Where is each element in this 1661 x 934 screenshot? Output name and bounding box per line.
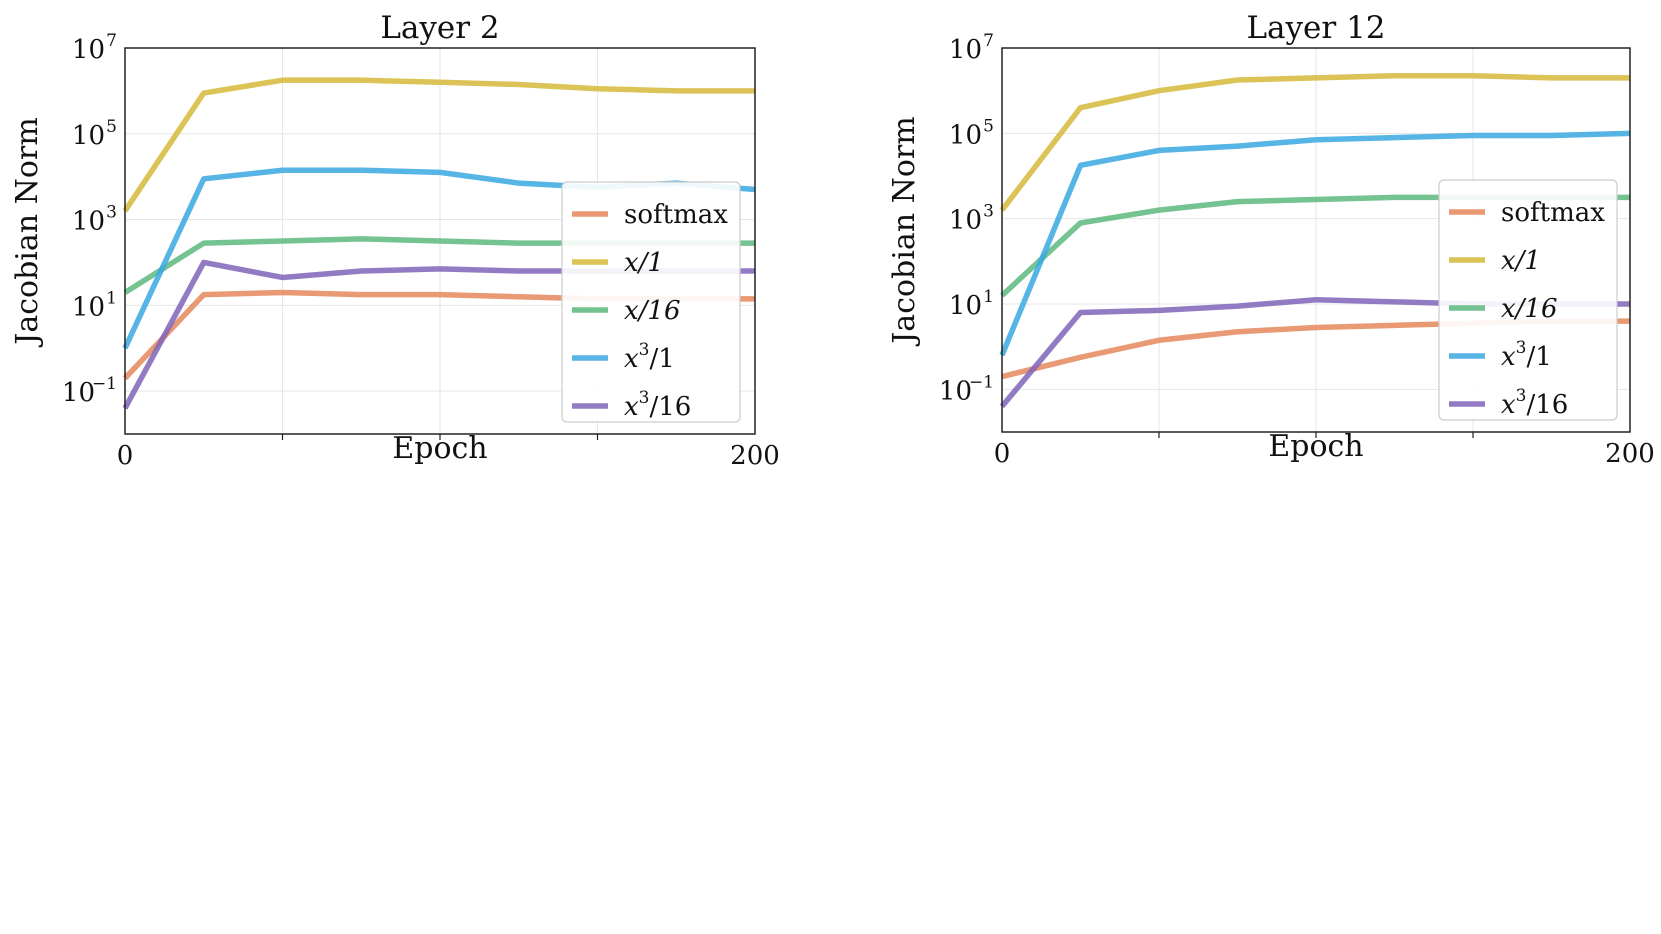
- y-tick-exponent: 5: [106, 117, 117, 137]
- legend-label-sup: 3: [639, 340, 650, 360]
- series-line-x-1: [122, 77, 755, 213]
- y-tick-exponent: 7: [106, 31, 117, 51]
- plot-frame: [1001, 47, 1631, 433]
- series-line-x-3-1: [999, 130, 1631, 357]
- legend-box: [1438, 179, 1618, 421]
- x-axis-label: Epoch: [392, 431, 487, 466]
- legend-label-sup: 3: [1516, 386, 1527, 406]
- legend-label-tail: /16: [1527, 390, 1569, 420]
- x-tick-label: 200: [730, 441, 780, 471]
- x-tick-label: 0: [117, 441, 134, 471]
- legend-entry: softmax: [572, 200, 728, 230]
- x-axis-label: Epoch: [1268, 429, 1363, 464]
- legend-label: softmax: [1501, 198, 1605, 228]
- x-tick-label: 200: [1605, 439, 1655, 469]
- legend-label: x3/16: [624, 388, 691, 422]
- legend-label-base: x: [624, 392, 639, 422]
- y-tick-base: 10: [949, 35, 982, 65]
- y-tick-label: 710: [72, 31, 117, 65]
- y-tick-exponent: 1: [106, 288, 117, 308]
- chart-title: Layer 2: [380, 10, 499, 46]
- legend-label-base: x: [1501, 390, 1516, 420]
- y-tick-label: 510: [72, 117, 117, 151]
- legend-entry: softmax: [1449, 198, 1605, 228]
- legend-label-sup: 3: [1516, 338, 1527, 358]
- y-tick-base: 10: [62, 378, 95, 408]
- y-tick-base: 10: [72, 121, 105, 151]
- y-tick-exponent: −1: [92, 374, 117, 394]
- chart-title: Layer 12: [1246, 10, 1385, 46]
- legend-box: [561, 181, 741, 423]
- legend-entry: x/16: [1449, 294, 1558, 324]
- y-tick-label: −110: [939, 372, 994, 406]
- legend-label: x/16: [624, 296, 681, 326]
- legend-label: x3/1: [624, 340, 675, 374]
- legend-label-base: x: [624, 344, 639, 374]
- legend-entry: x/1: [572, 248, 664, 278]
- y-tick-label: 310: [949, 202, 994, 236]
- y-tick-base: 10: [949, 120, 982, 150]
- y-tick-exponent: 3: [983, 202, 994, 222]
- legend-label: x/16: [1501, 294, 1558, 324]
- y-axis-label: Jacobian Norm: [887, 116, 922, 346]
- legend-entry: x/16: [572, 296, 681, 326]
- legend-label-tail: /1: [1527, 342, 1552, 372]
- y-axis-label: Jacobian Norm: [10, 117, 45, 347]
- legend-entry: x3/1: [1449, 338, 1552, 372]
- legend-label-tail: /1: [650, 344, 675, 374]
- legend-label: x/1: [624, 248, 664, 278]
- y-tick-label: −110: [62, 374, 117, 408]
- y-tick-base: 10: [949, 291, 982, 321]
- y-tick-base: 10: [72, 207, 105, 237]
- plot-frame: [124, 47, 756, 435]
- legend-entry: x/1: [1449, 246, 1541, 276]
- x-tick-label: 0: [994, 439, 1011, 469]
- legend-entry: x3/16: [1449, 386, 1568, 420]
- y-tick-exponent: 5: [983, 116, 994, 136]
- legend-label: x3/16: [1501, 386, 1568, 420]
- y-tick-base: 10: [939, 376, 972, 406]
- legend-label-tail: /16: [650, 392, 692, 422]
- legend-label-sup: 3: [639, 388, 650, 408]
- y-tick-label: 310: [72, 203, 117, 237]
- y-tick-exponent: 1: [983, 287, 994, 307]
- legend-label: x/1: [1501, 246, 1541, 276]
- y-tick-label: 710: [949, 31, 994, 65]
- y-tick-exponent: 3: [106, 203, 117, 223]
- legend-label-base: x: [1501, 342, 1516, 372]
- legend-entry: x3/16: [572, 388, 691, 422]
- y-tick-base: 10: [949, 206, 982, 236]
- series-line-x-1: [999, 72, 1630, 212]
- y-tick-base: 10: [72, 292, 105, 322]
- y-tick-exponent: 7: [983, 31, 994, 51]
- legend-label: x3/1: [1501, 338, 1552, 372]
- y-tick-exponent: −1: [969, 372, 994, 392]
- y-tick-base: 10: [72, 35, 105, 65]
- legend-entry: x3/1: [572, 340, 675, 374]
- y-tick-label: 110: [949, 287, 994, 321]
- y-tick-label: 110: [72, 288, 117, 322]
- y-tick-label: 510: [949, 116, 994, 150]
- legend-label: softmax: [624, 200, 728, 230]
